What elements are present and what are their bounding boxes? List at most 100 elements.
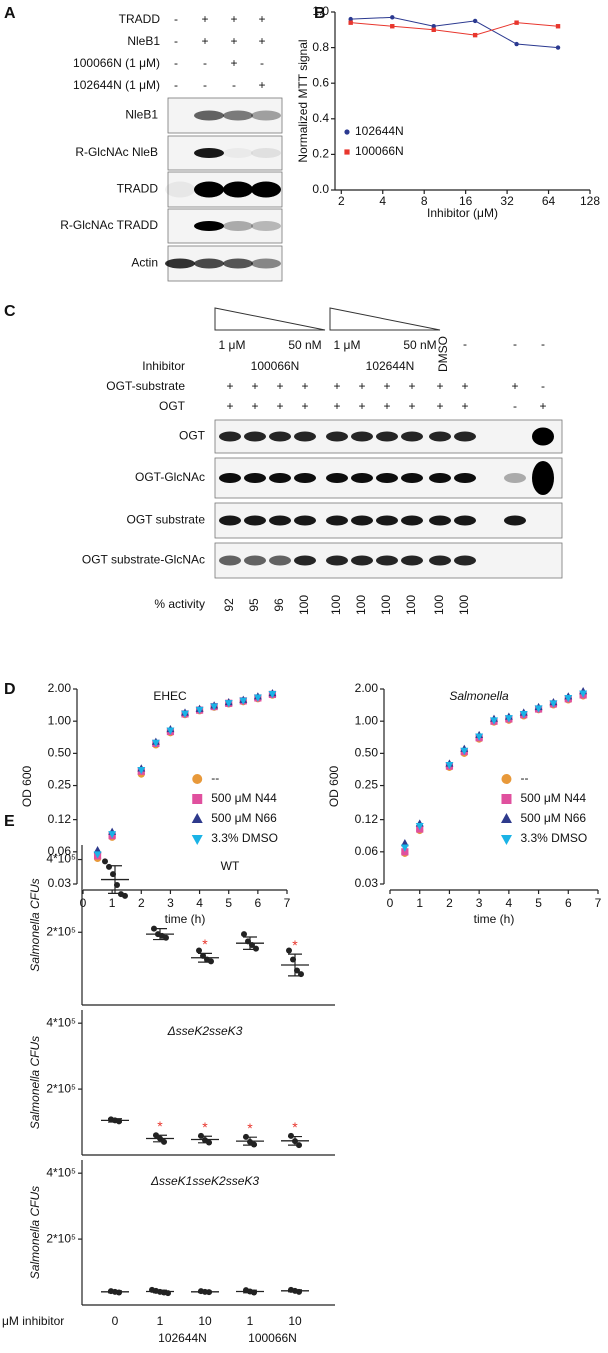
error-bar (198, 1135, 212, 1144)
legend-label: -- (211, 771, 219, 785)
x-tick-label: 1 (109, 896, 116, 910)
blot-label: OGT-GlcNAc (135, 470, 205, 484)
row-sign: + (251, 399, 258, 413)
x-tick-label: 10 (198, 1314, 212, 1328)
blot-label: OGT substrate-GlcNAc (82, 553, 205, 567)
x-tick-label: 3 (476, 896, 483, 910)
x-tick-label: 1 (416, 896, 423, 910)
marker (514, 41, 519, 47)
x-tick-label: 5 (535, 896, 542, 910)
y-tick-label: 1.00 (355, 713, 379, 727)
condition-sign: + (230, 56, 237, 70)
x-tick-label: 4 (379, 194, 386, 208)
y-axis-label: Salmonella CFUs (28, 878, 42, 971)
series-line (350, 22, 559, 36)
legend-label: 3.3% DMSO (211, 831, 278, 845)
condition-label: 102644N (1 μM) (73, 78, 160, 92)
x-tick-label: 2 (446, 896, 453, 910)
condition-sign: + (258, 12, 265, 26)
y-tick-label: 4*10⁵ (46, 1015, 76, 1029)
blot-band (401, 431, 423, 442)
error-bar (243, 1289, 257, 1294)
blot-label: OGT substrate (127, 513, 206, 527)
panel-label: C (4, 303, 16, 320)
legend-label: 102644N (355, 124, 404, 138)
blot-band (454, 431, 476, 442)
blot-band (326, 515, 348, 526)
data-point (122, 892, 128, 899)
blot-band (294, 431, 316, 442)
blot-band (251, 258, 281, 269)
blot-band (244, 515, 266, 526)
marker (191, 813, 203, 823)
marker (475, 733, 484, 741)
x-tick-label: 8 (421, 194, 428, 208)
blot-band (326, 473, 348, 483)
blot-band (219, 473, 241, 483)
row-sign: + (461, 379, 468, 393)
marker (549, 700, 558, 708)
blot-label: TRADD (117, 182, 159, 196)
x-tick-label: 0 (387, 896, 394, 910)
y-tick-label: 0.25 (355, 778, 379, 792)
x-tick-label: 10 (288, 1314, 302, 1328)
condition-sign: - (203, 78, 207, 92)
condition-sign: + (258, 78, 265, 92)
significance-mark: * (202, 936, 208, 952)
row-sign: + (383, 399, 390, 413)
blot-band (244, 431, 266, 442)
conc-high: 1 μM (219, 338, 246, 352)
blot-band (351, 555, 373, 566)
blot-band (351, 473, 373, 483)
row-sign: + (301, 399, 308, 413)
y-tick-label: 0.25 (48, 778, 72, 792)
y-axis-label: Normalized MTT signal (296, 39, 310, 162)
activity-value: 100 (297, 595, 311, 615)
marker (166, 727, 175, 735)
y-tick-label: 0.8 (312, 40, 329, 54)
condition-sign: + (201, 34, 208, 48)
blot-band (219, 515, 241, 526)
marker (400, 844, 409, 852)
x-tick-label: 6 (565, 896, 572, 910)
chart-title: EHEC (153, 689, 187, 703)
x-tick-label: 0 (80, 896, 87, 910)
row-sign: + (226, 379, 233, 393)
blot-label: Actin (131, 256, 158, 270)
x-axis-label: μM inhibitor (2, 1314, 64, 1328)
activity-value: 100 (404, 595, 418, 615)
activity-value: 96 (272, 598, 286, 612)
y-tick-label: 2*10⁵ (46, 924, 76, 938)
blot-band (294, 515, 316, 526)
conc-high: 1 μM (334, 338, 361, 352)
y-tick-label: 0.03 (355, 876, 379, 890)
row-sign: + (511, 379, 518, 393)
x-tick-label: 2 (338, 194, 345, 208)
blot-band (251, 110, 281, 121)
marker (137, 767, 146, 775)
marker (401, 848, 409, 856)
blot-band (269, 431, 291, 442)
y-tick-label: 0.50 (48, 746, 72, 760)
error-bar (153, 928, 167, 941)
y-tick-label: 1.0 (312, 4, 329, 18)
row-sign: - (513, 337, 517, 351)
activity-value: 100 (457, 595, 471, 615)
row-label: Inhibitor (142, 359, 185, 373)
blot-band (429, 515, 451, 526)
annotation: ΔsseK1sseK2sseK3 (150, 1174, 259, 1188)
marker (390, 24, 395, 29)
condition-sign: - (260, 56, 264, 70)
row-sign: + (408, 379, 415, 393)
y-tick-label: 1.00 (48, 713, 72, 727)
marker (500, 835, 512, 845)
blot-band (251, 148, 281, 158)
x-tick-label: 64 (542, 194, 556, 208)
row-sign: - (463, 337, 467, 351)
row-sign: + (436, 399, 443, 413)
y-tick-label: 0.12 (355, 812, 379, 826)
x-tick-label: 32 (500, 194, 514, 208)
row-sign: + (539, 399, 546, 413)
marker (224, 700, 233, 708)
